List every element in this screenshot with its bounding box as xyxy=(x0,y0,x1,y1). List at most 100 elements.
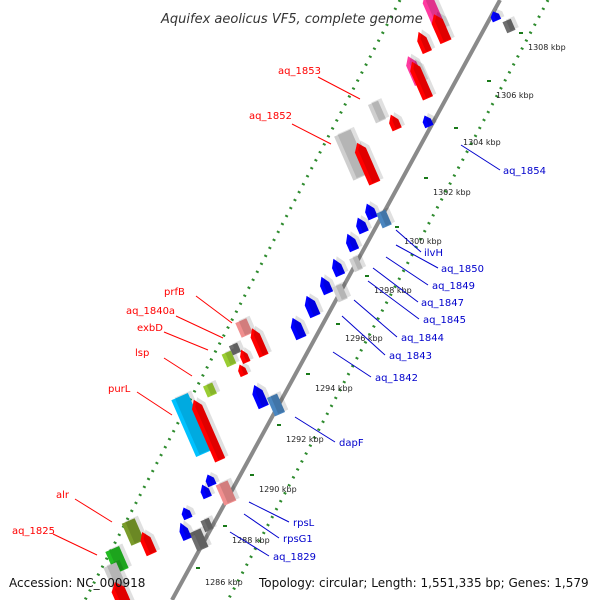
gene-label-aq-1844[interactable]: aq_1844 xyxy=(401,333,444,344)
gene-feature xyxy=(191,397,229,463)
leader-line xyxy=(317,76,361,100)
gene-feature xyxy=(431,11,455,45)
gene-label-aq-1854[interactable]: aq_1854 xyxy=(503,166,546,177)
gene-feature xyxy=(376,207,396,229)
leader-line xyxy=(136,391,173,416)
gene-label-aq-1852[interactable]: aq_1852 xyxy=(249,111,292,122)
gene-label-exbd[interactable]: exbD xyxy=(137,323,163,334)
gene-feature xyxy=(354,140,384,186)
leader-line xyxy=(243,513,280,539)
gene-feature xyxy=(238,361,252,378)
gene-label-purl[interactable]: purL xyxy=(108,384,131,395)
leader-line xyxy=(372,267,419,303)
leader-line xyxy=(395,244,439,269)
gene-label-aq-1845[interactable]: aq_1845 xyxy=(423,315,466,326)
tick-label: 1300 kbp xyxy=(404,237,442,246)
gene-label-aq-1853[interactable]: aq_1853 xyxy=(278,66,321,77)
leader-line xyxy=(52,533,98,556)
dotted-track-line xyxy=(226,0,550,600)
tick-label: 1306 kbp xyxy=(496,91,534,100)
gene-feature xyxy=(266,391,289,417)
gene-feature xyxy=(215,477,240,506)
gene-label-alr[interactable]: alr xyxy=(56,490,70,501)
gene-label-dapf[interactable]: dapF xyxy=(339,438,364,449)
gene-label-ilvh[interactable]: ilvH xyxy=(424,248,443,259)
leader-line xyxy=(175,315,224,339)
tick-label: 1308 kbp xyxy=(528,43,566,52)
gene-feature xyxy=(367,98,390,124)
leader-line xyxy=(353,299,398,338)
gene-feature xyxy=(304,293,324,319)
gene-label-aq-1847[interactable]: aq_1847 xyxy=(421,298,464,309)
tick-label: 1296 kbp xyxy=(345,334,383,343)
gene-label-aq-1829[interactable]: aq_1829 xyxy=(273,552,316,563)
gene-feature xyxy=(332,281,352,303)
gene-feature xyxy=(189,525,212,552)
leader-line xyxy=(294,416,336,443)
tick-label: 1286 kbp xyxy=(205,578,243,587)
leader-line xyxy=(341,315,386,356)
leader-line xyxy=(385,256,429,286)
gene-feature xyxy=(502,16,519,34)
gene-feature xyxy=(290,315,310,341)
gene-feature xyxy=(235,315,256,338)
gene-feature xyxy=(490,8,505,23)
gene-label-aq-1850[interactable]: aq_1850 xyxy=(441,264,484,275)
gene-feature xyxy=(252,382,273,410)
gene-feature xyxy=(389,112,406,132)
leader-line xyxy=(163,357,193,377)
gene-label-aq-1849[interactable]: aq_1849 xyxy=(432,281,475,292)
gene-feature xyxy=(240,347,254,365)
gene-label-aq-1840a[interactable]: aq_1840a xyxy=(126,306,175,317)
gene-feature xyxy=(332,256,349,278)
leader-line xyxy=(460,144,501,171)
gene-feature xyxy=(205,471,220,488)
gene-feature xyxy=(200,482,216,500)
leader-line xyxy=(229,531,270,557)
gene-feature xyxy=(140,529,161,557)
tick-label: 1294 kbp xyxy=(315,384,353,393)
accession-text: Accession: NC_000918 xyxy=(9,576,145,590)
leader-line xyxy=(74,498,113,523)
gene-feature xyxy=(356,215,373,235)
gene-label-rpsl[interactable]: rpsL xyxy=(293,518,315,529)
leader-line xyxy=(367,280,420,320)
tick-label: 1304 kbp xyxy=(463,138,501,147)
tick-label: 1302 kbp xyxy=(433,188,471,197)
gene-label-aq-1825[interactable]: aq_1825 xyxy=(12,526,55,537)
gene-feature xyxy=(410,59,437,101)
gene-feature xyxy=(250,325,272,358)
topology-text: Topology: circular; Length: 1,551,335 bp… xyxy=(258,576,589,590)
coordinate-ticks: 1286 kbp 1288 kbp 1290 kbp 1292 kbp 1294 kbp… xyxy=(196,32,566,587)
gene-label-lsp[interactable]: lsp xyxy=(135,348,149,359)
leader-line xyxy=(163,331,209,351)
gene-feature xyxy=(181,504,196,521)
tick-label: 1290 kbp xyxy=(259,485,297,494)
gene-label-aq-1842[interactable]: aq_1842 xyxy=(375,373,418,384)
leader-line xyxy=(248,501,290,523)
leader-line xyxy=(195,295,233,324)
gene-labels: aq_1853 aq_1852 prfB aq_1840a exbD lsp purL alr… xyxy=(12,66,546,563)
leader-line xyxy=(332,351,372,378)
gene-feature xyxy=(346,231,363,253)
gene-feature xyxy=(179,520,195,542)
gene-feature xyxy=(417,29,436,55)
tick-label: 1292 kbp xyxy=(286,435,324,444)
gene-feature xyxy=(422,112,437,129)
tick-label: 1298 kbp xyxy=(374,286,412,295)
dotted-track-line xyxy=(83,0,402,600)
gene-feature xyxy=(349,253,367,273)
gene-label-aq-1843[interactable]: aq_1843 xyxy=(389,351,432,362)
gene-feature xyxy=(105,543,132,574)
gene-feature xyxy=(200,515,217,533)
tick-label: 1288 kbp xyxy=(232,536,270,545)
gene-feature xyxy=(103,559,130,592)
gene-features xyxy=(103,0,519,600)
leader-line xyxy=(395,229,422,253)
map-title: Aquifex aeolicus VF5, complete genome xyxy=(160,12,423,27)
gene-label-prfb[interactable]: prfB xyxy=(164,287,185,298)
leader-line xyxy=(291,123,332,145)
gene-label-rpsg1[interactable]: rpsG1 xyxy=(283,534,313,545)
gene-feature xyxy=(203,379,221,398)
